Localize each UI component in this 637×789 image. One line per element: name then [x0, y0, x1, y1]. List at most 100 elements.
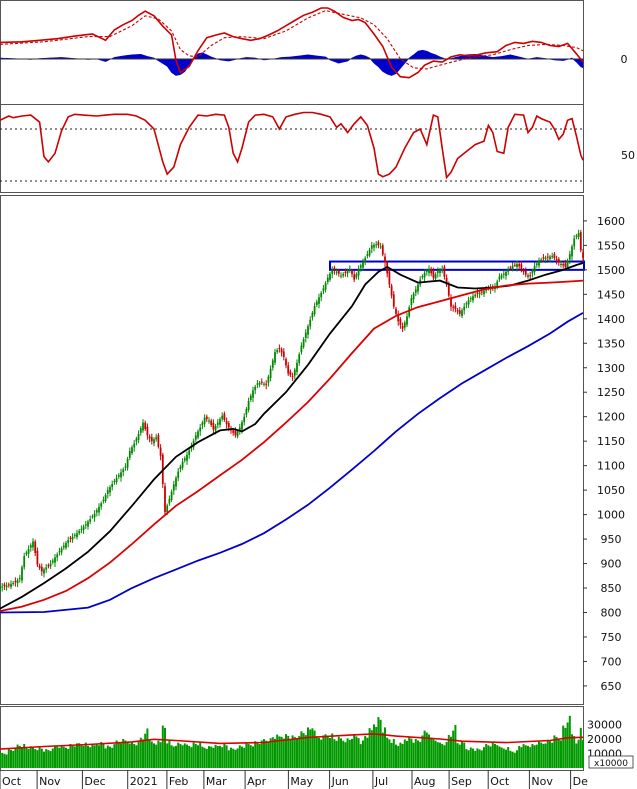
oscillator-line	[0, 111, 584, 180]
moving-average-blue	[0, 312, 584, 614]
volume-bar	[128, 743, 131, 768]
candle-body	[351, 271, 353, 275]
candle-body	[7, 584, 10, 586]
candle-body	[247, 401, 250, 410]
volume-bar	[146, 728, 149, 768]
volume-bar	[370, 730, 373, 768]
volume-bar	[254, 741, 257, 768]
candle-body	[49, 563, 52, 567]
volume-bar	[505, 749, 507, 768]
volume-bar	[263, 739, 265, 768]
candle-body	[522, 269, 525, 272]
volume-bar	[441, 743, 444, 768]
candle-body	[549, 256, 551, 260]
moving-average-red	[0, 279, 584, 612]
candle-body	[423, 272, 426, 278]
candle-body	[100, 503, 103, 507]
volume-bar	[124, 740, 127, 768]
candle-body	[95, 510, 98, 513]
candle-body	[362, 262, 364, 268]
volume-y-tick: 30000	[587, 719, 622, 732]
volume-bar	[139, 737, 142, 768]
volume-bar	[520, 747, 523, 768]
candle-body	[564, 263, 567, 267]
volume-bar	[201, 746, 204, 768]
candle-body	[122, 469, 125, 473]
candle-body	[124, 466, 127, 468]
candle-body	[278, 348, 281, 349]
volume-bar	[192, 742, 195, 768]
volume-bar	[549, 741, 551, 768]
x-axis-label: De	[573, 775, 588, 788]
volume-bar	[265, 740, 268, 768]
volume-bar	[351, 738, 353, 768]
price-y-tick: 1050	[597, 484, 625, 497]
volume-bar	[487, 745, 490, 768]
candle-body	[531, 270, 534, 274]
candle-body	[307, 326, 309, 335]
volume-bar	[190, 747, 193, 768]
candle-body	[406, 316, 408, 325]
candle-body	[236, 431, 239, 437]
candle-body	[467, 300, 470, 305]
candle-body	[115, 477, 118, 482]
candle-body	[265, 383, 268, 385]
volume-bar	[62, 746, 65, 768]
candle-body	[579, 232, 582, 251]
candle-body	[142, 422, 144, 431]
volume-bar	[3, 753, 6, 768]
candle-body	[128, 451, 131, 458]
candle-body	[357, 268, 360, 276]
volume-bar	[27, 749, 30, 768]
candle-body	[359, 265, 362, 268]
candle-body	[12, 583, 15, 584]
volume-bar	[555, 737, 558, 768]
candle-body	[309, 319, 312, 327]
volume-multiplier-box	[588, 755, 634, 769]
candle-body	[223, 413, 226, 420]
x-axis-label: Sep	[451, 775, 472, 788]
volume-bar	[29, 746, 32, 769]
candle-body	[80, 528, 83, 530]
candle-body	[502, 273, 505, 275]
candle-body	[135, 438, 138, 442]
candle-body	[417, 284, 419, 292]
candle-body	[120, 472, 122, 478]
candle-body	[331, 269, 334, 274]
x-axis-label: Oct	[490, 775, 510, 788]
candle-body	[527, 275, 529, 277]
volume-bar	[131, 742, 133, 768]
candle-body	[474, 294, 477, 297]
candle-body	[137, 433, 140, 440]
volume-bar	[362, 740, 364, 768]
volume-bar	[401, 743, 404, 768]
candle-body	[335, 271, 338, 273]
volume-bar	[485, 744, 488, 768]
candle-body	[104, 495, 107, 501]
volume-average-line	[0, 733, 584, 750]
candle-body	[408, 307, 411, 317]
volume-bar	[417, 740, 419, 768]
volume-bar	[562, 725, 565, 768]
volume-bar	[533, 745, 536, 768]
candle-body	[263, 383, 265, 385]
volume-bar	[318, 737, 320, 768]
volume-bar	[381, 732, 384, 768]
volume-bar	[47, 750, 50, 768]
candle-body	[126, 458, 129, 468]
candle-body	[403, 322, 406, 328]
volume-bar	[249, 745, 252, 768]
volume-bar	[227, 750, 230, 768]
candle-body	[432, 271, 435, 278]
candle-body	[304, 332, 307, 338]
volume-bar	[326, 736, 329, 768]
candle-body	[439, 269, 441, 273]
price-y-tick: 1600	[597, 215, 625, 228]
volume-bar	[230, 747, 232, 768]
volume-bar	[491, 742, 494, 768]
candle-body	[113, 480, 116, 482]
candle-body	[146, 426, 149, 436]
candle-body	[1, 586, 4, 588]
candle-body	[256, 383, 259, 385]
